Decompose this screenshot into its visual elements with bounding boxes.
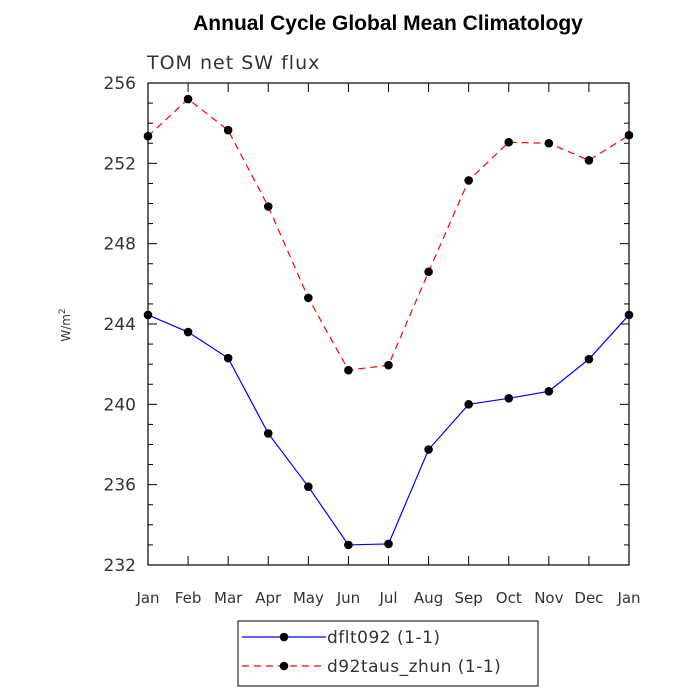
y-tick-label: 232 <box>104 556 136 576</box>
series-2-point <box>544 138 554 148</box>
x-tick-label: Jul <box>378 589 397 607</box>
series-line-2 <box>147 98 630 371</box>
series-1-point <box>464 400 473 409</box>
x-tick-label: May <box>293 589 324 607</box>
series-2-point <box>584 156 594 165</box>
x-tick-label: Dec <box>574 589 603 607</box>
series-1-point <box>424 445 433 454</box>
series-1-point <box>183 327 193 337</box>
series-1-point <box>143 310 153 320</box>
series-line-1 <box>147 314 630 546</box>
series-1-point <box>504 394 514 403</box>
plot-frame <box>147 82 630 566</box>
y-axis-label-superscript: 2 <box>58 308 68 314</box>
series-2-point <box>344 365 353 375</box>
legend-marker-2 <box>279 661 289 671</box>
legend: dflt092 (1-1) d92taus_zhun (1-1) <box>237 620 539 687</box>
x-tick-label: Nov <box>534 589 563 607</box>
plot-area: 232 236 240 244 248 252 256 Jan Feb Mar Apr May Jun J… <box>104 74 641 607</box>
series-2-point <box>464 176 473 185</box>
x-tick-label: Jan <box>135 589 159 607</box>
x-tick-label: Mar <box>214 589 243 607</box>
y-tick-label: 236 <box>104 476 136 496</box>
series-2-point <box>304 293 313 303</box>
x-tick-label: Jun <box>336 589 360 607</box>
x-tick-label: Feb <box>175 589 202 607</box>
x-tick-label: Apr <box>255 589 282 607</box>
series-1-point <box>223 353 233 363</box>
x-tick-label: Oct <box>496 589 522 607</box>
series-2-point <box>223 125 233 135</box>
series-2-point <box>263 202 273 211</box>
x-tick-label: Aug <box>414 589 443 607</box>
series-1-point <box>344 540 353 550</box>
y-tick-label: 240 <box>104 395 136 415</box>
legend-box <box>237 620 539 687</box>
y-tick-label: 252 <box>104 154 136 174</box>
series-1-point <box>304 482 313 491</box>
x-tick-label: Jan <box>616 589 640 607</box>
series-1-point <box>384 539 393 549</box>
series-2-point <box>624 130 634 140</box>
x-tick-label: Sep <box>455 589 483 607</box>
y-tick-label: 256 <box>104 74 136 94</box>
legend-marker-1 <box>279 632 289 642</box>
series-1-point <box>263 429 273 438</box>
series-2-point <box>384 360 393 370</box>
series-2-point <box>183 94 193 104</box>
y-axis-label: W/m2 <box>58 308 73 341</box>
y-axis-label-text: W/m <box>59 314 73 342</box>
legend-label-2: d92taus_zhun (1-1) <box>327 657 501 677</box>
chart-subtitle: TOM net SW flux <box>146 52 320 74</box>
series-1-point <box>584 354 594 364</box>
y-tick-label: 244 <box>104 315 136 335</box>
chart-title: Annual Cycle Global Mean Climatology <box>193 12 583 35</box>
legend-label-1: dflt092 (1-1) <box>327 628 441 648</box>
series-2-point <box>143 131 153 141</box>
series-1-point <box>544 386 554 396</box>
y-tick-label: 248 <box>104 235 136 255</box>
series-1-point <box>624 310 634 320</box>
series-2-point <box>504 137 514 147</box>
series-2-point <box>424 267 433 277</box>
